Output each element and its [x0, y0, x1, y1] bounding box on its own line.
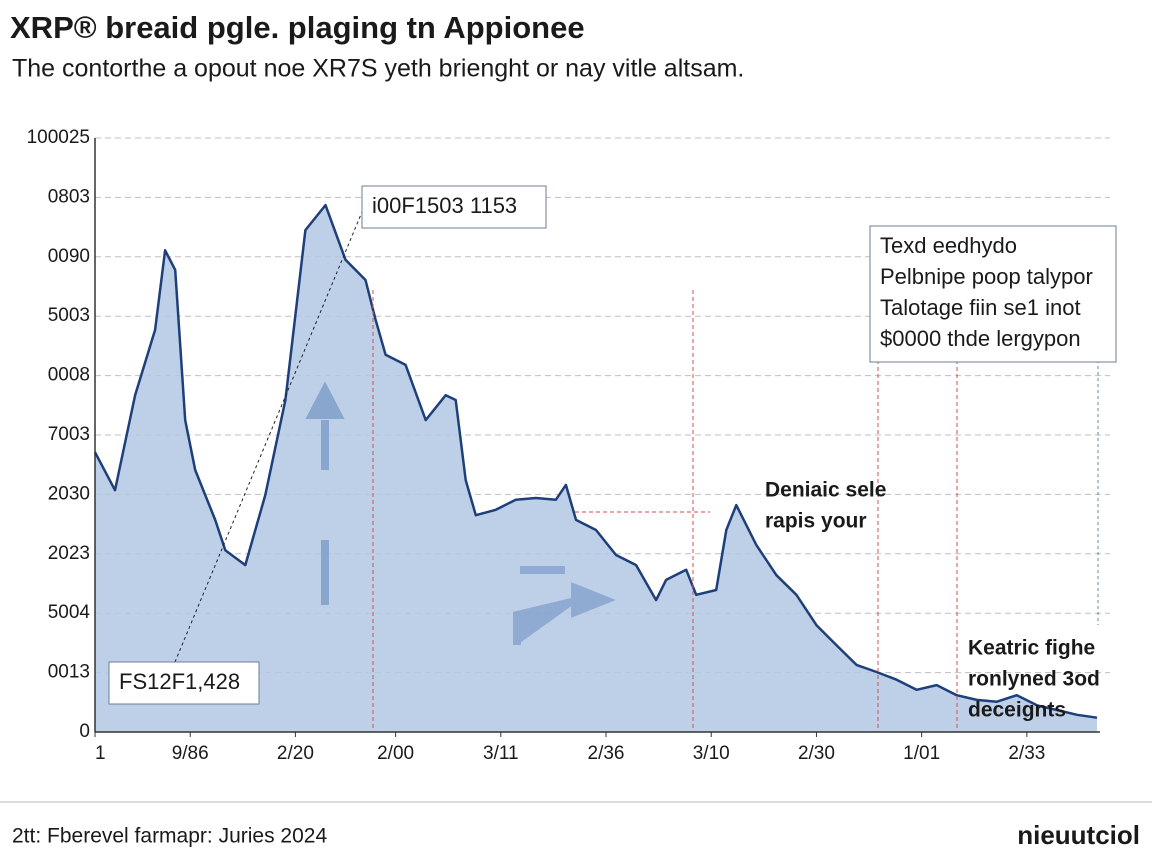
x-tick-label: 9/86	[172, 743, 209, 764]
x-tick-label: 1/01	[903, 743, 940, 764]
annotation-text: i00F1503 1153	[372, 193, 517, 218]
annotation-text: Pelbnipe poop talypor	[880, 264, 1093, 289]
x-tick-label: 2/30	[798, 743, 835, 764]
plot-area: 0 0013 5004 2023 2030 7003 0008 5003 0090 0803 100…	[27, 127, 1117, 764]
x-tick-label: 2/00	[377, 743, 414, 764]
arrow	[513, 566, 616, 645]
arrow	[305, 381, 345, 605]
x-tick-label: 2/20	[277, 743, 314, 764]
y-tick-label: 5003	[48, 305, 90, 326]
y-tick-label: 0	[79, 721, 90, 742]
annotation-text: Talotage fiin se1 inot	[880, 295, 1081, 320]
footer: 2tt: Fberevel farmapr: Juries 2024	[12, 825, 327, 848]
annotation-box	[869, 225, 1117, 363]
annotation-box	[361, 185, 547, 229]
annotation-text: Keatric fighe	[968, 637, 1095, 660]
annotation-text: deceignts	[968, 699, 1066, 722]
x-tick-label: 2/36	[588, 743, 625, 764]
y-tick-label: 2030	[48, 483, 90, 504]
y-tick-label: 7003	[48, 424, 90, 445]
chart-title: XRP® breaid pgle. plaging tn Appionee	[10, 10, 585, 45]
x-tick-label: 3/11	[483, 743, 519, 764]
y-tick-label: 100025	[27, 127, 90, 148]
line	[93, 203, 1098, 719]
annotation-text: FS12F1,428	[119, 669, 240, 694]
x-tick-label: 2/33	[1008, 743, 1045, 764]
y-tick-label: 0013	[48, 662, 90, 683]
annotation-text: Deniaic sele	[765, 479, 886, 502]
y-tick-label: 5004	[48, 602, 91, 623]
y-tick-label: 0008	[48, 365, 90, 386]
y-tick-label: 0803	[48, 186, 90, 207]
annotation-text: $0000 thde lergypon	[880, 326, 1081, 351]
y-tick-label: 0090	[48, 246, 90, 267]
annotation-text: rapis your	[765, 510, 867, 533]
chart-subtitle: The contorthe a opout noe XR7S yeth brie…	[12, 55, 744, 83]
annotation-box	[108, 661, 260, 705]
area	[95, 205, 1097, 733]
y-tick-label: 2023	[48, 543, 90, 564]
logo: nieuutciol	[1017, 820, 1140, 850]
annotation-text: Texd eedhydo	[880, 233, 1017, 258]
x-tick-label: 3/10	[693, 743, 730, 764]
annotation-text: ronlyned 3od	[968, 668, 1100, 691]
x-tick-label: 1	[95, 743, 106, 764]
